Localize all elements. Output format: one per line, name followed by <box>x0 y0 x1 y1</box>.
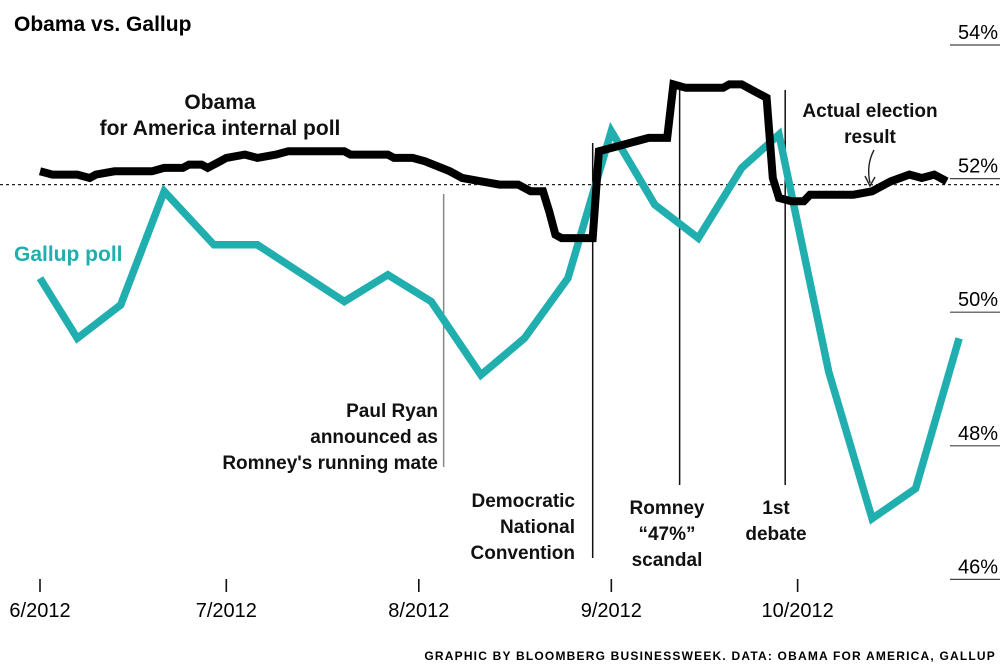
gallup-poll-line <box>36 121 963 525</box>
romney-47-annotation-line: scandal <box>632 550 703 571</box>
source-note: GRAPHIC BY BLOOMBERG BUSINESSWEEK. DATA:… <box>424 649 996 663</box>
paul-ryan-annotation-line: Paul Ryan <box>346 401 438 422</box>
obama-internal-poll-line <box>38 79 949 243</box>
paul-ryan-annotation: Paul Ryan announced as Romney's running ma… <box>222 401 438 474</box>
x-tick-label: 8/2012 <box>388 600 449 622</box>
y-tick-label: 52% <box>958 156 998 178</box>
x-tick-label: 7/2012 <box>196 600 257 622</box>
gallup-series-label: Gallup poll <box>14 243 123 266</box>
dnc-annotation-line: National <box>500 517 575 538</box>
first-debate-annotation-line: debate <box>745 524 806 545</box>
first-debate-annotation-line: 1st <box>762 498 790 519</box>
dnc-annotation-line: Democratic <box>472 491 576 512</box>
gallup-series-label-line: Gallup poll <box>14 243 123 266</box>
y-tick-label: 50% <box>958 289 998 311</box>
paul-ryan-annotation-line: announced as <box>310 427 438 448</box>
obama-series-label-line: Obama <box>184 91 256 114</box>
romney-47-annotation-line: “47%” <box>638 524 695 545</box>
x-tick-label: 9/2012 <box>581 600 642 622</box>
dnc-annotation-line: Convention <box>471 543 576 564</box>
y-tick-label: 54% <box>958 22 998 44</box>
paul-ryan-annotation-line: Romney's running mate <box>222 453 438 474</box>
obama-series-label: Obama for America internal poll <box>100 91 341 140</box>
first-debate-annotation: 1st debate <box>745 498 806 545</box>
annotations: Obama for America internal poll Gallup pol… <box>14 91 938 571</box>
y-tick-label: 48% <box>958 423 998 445</box>
election-result-arrowhead <box>864 175 876 188</box>
x-tick-label: 6/2012 <box>9 600 70 622</box>
x-tick-label: 10/2012 <box>761 600 833 622</box>
obama-series-label-line: for America internal poll <box>100 117 341 140</box>
chart-title: Obama vs. Gallup <box>14 13 191 36</box>
election-result-annotation-line: result <box>844 127 896 148</box>
y-tick-label: 46% <box>958 556 998 578</box>
romney-47-annotation-line: Romney <box>630 498 705 519</box>
election-result-annotation: Actual election result <box>802 101 937 148</box>
election-result-arrow <box>867 149 875 184</box>
marks <box>36 79 963 525</box>
romney-47-annotation: Romney “47%” scandal <box>630 498 705 571</box>
dnc-annotation: Democratic National Convention <box>471 491 576 564</box>
election-result-annotation-line: Actual election <box>802 101 937 122</box>
